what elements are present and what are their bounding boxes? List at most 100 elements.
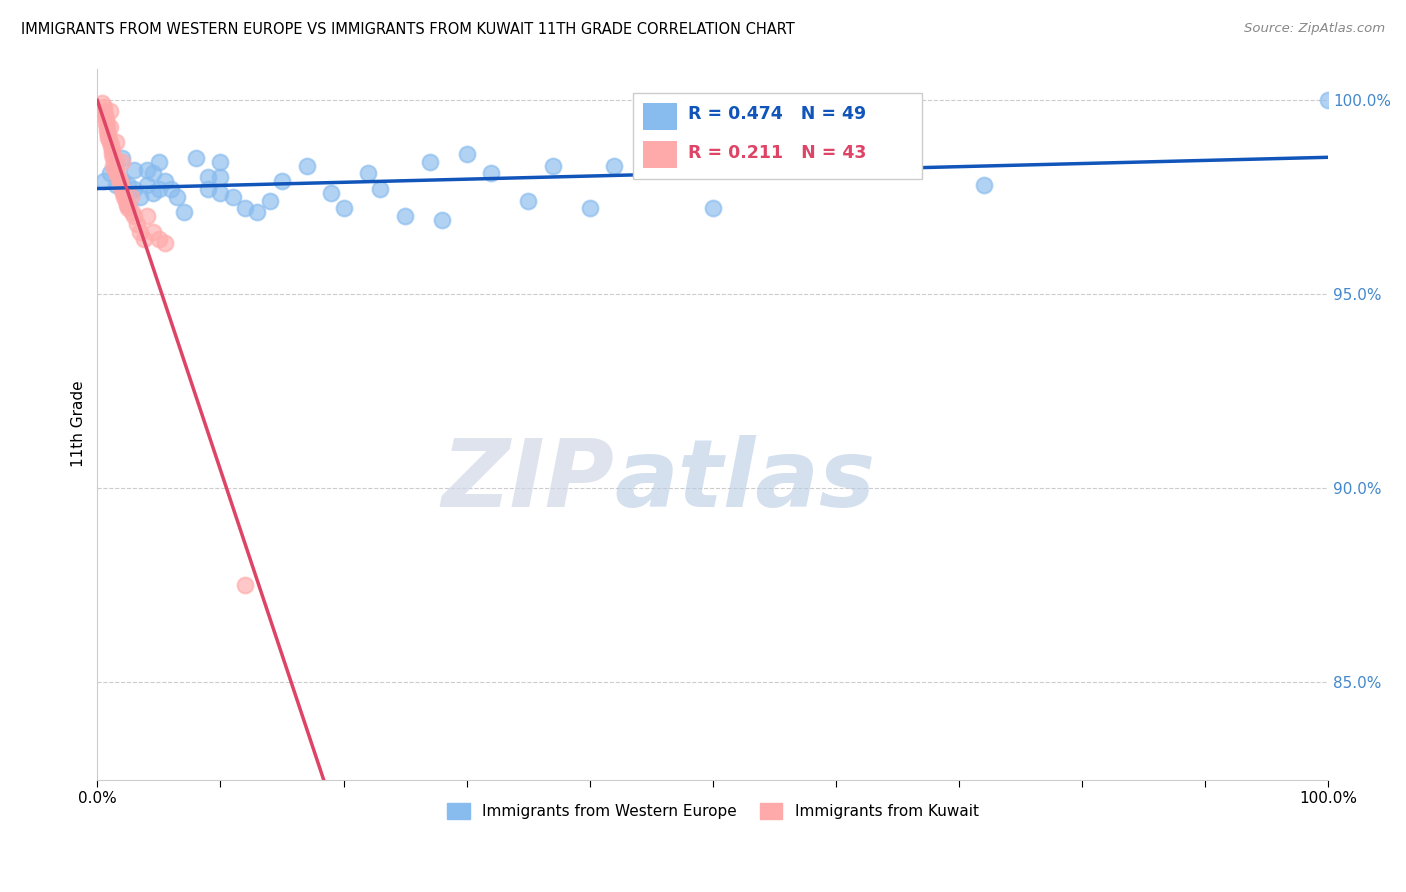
Point <box>197 170 219 185</box>
Point <box>104 154 127 169</box>
Point <box>104 136 127 150</box>
Point <box>541 159 564 173</box>
Text: IMMIGRANTS FROM WESTERN EUROPE VS IMMIGRANTS FROM KUWAIT 11TH GRADE CORRELATION : IMMIGRANTS FROM WESTERN EUROPE VS IMMIGR… <box>21 22 794 37</box>
Point <box>94 116 117 130</box>
Point <box>135 162 157 177</box>
Point <box>135 209 157 223</box>
Point <box>479 166 502 180</box>
Point <box>111 154 134 169</box>
Point <box>603 159 626 173</box>
Point <box>97 128 120 142</box>
Point <box>120 190 142 204</box>
Point <box>702 202 724 216</box>
Text: atlas: atlas <box>614 435 876 527</box>
Point <box>209 154 232 169</box>
Point <box>107 170 129 185</box>
Point <box>357 166 380 180</box>
Point <box>117 178 139 193</box>
Point <box>93 104 115 119</box>
Point <box>125 217 148 231</box>
Point <box>142 186 165 200</box>
Text: R = 0.211   N = 43: R = 0.211 N = 43 <box>688 145 866 162</box>
Point <box>153 174 176 188</box>
Point <box>370 182 392 196</box>
Text: R = 0.474   N = 49: R = 0.474 N = 49 <box>688 105 866 123</box>
Point <box>117 197 139 211</box>
Point <box>98 120 121 134</box>
Point <box>222 190 245 204</box>
Point <box>117 202 139 216</box>
Point <box>134 232 156 246</box>
Point <box>135 178 157 193</box>
Point <box>114 194 136 208</box>
Point <box>100 139 122 153</box>
Point <box>153 236 176 251</box>
Point <box>110 178 132 193</box>
Point <box>166 190 188 204</box>
Point <box>209 186 232 200</box>
Point <box>98 104 121 119</box>
Point <box>108 174 131 188</box>
Point <box>419 154 441 169</box>
Point <box>209 170 232 185</box>
Point <box>430 213 453 227</box>
Point <box>124 182 146 196</box>
Point <box>103 162 125 177</box>
Point <box>101 143 124 157</box>
Point <box>148 182 170 196</box>
Point <box>124 209 146 223</box>
Point <box>96 124 118 138</box>
Point <box>129 190 152 204</box>
Point <box>271 174 294 188</box>
Point <box>456 147 478 161</box>
Point <box>111 174 134 188</box>
Point <box>394 209 416 223</box>
Point <box>111 151 134 165</box>
Point <box>142 166 165 180</box>
Point <box>124 162 146 177</box>
Point <box>101 147 124 161</box>
Point <box>121 205 143 219</box>
Point <box>233 578 256 592</box>
Point <box>973 178 995 193</box>
Bar <box>643 103 678 130</box>
Point <box>112 190 135 204</box>
Point <box>93 100 115 114</box>
Point <box>111 182 134 196</box>
Point <box>115 197 138 211</box>
Point <box>98 136 121 150</box>
Point <box>233 202 256 216</box>
Point <box>321 186 343 200</box>
Point <box>96 120 118 134</box>
Point <box>104 178 127 193</box>
Point <box>142 225 165 239</box>
Point <box>184 151 207 165</box>
Bar <box>643 142 678 169</box>
Point <box>578 202 600 216</box>
Legend: Immigrants from Western Europe, Immigrants from Kuwait: Immigrants from Western Europe, Immigran… <box>440 797 984 825</box>
Point <box>91 96 114 111</box>
Point <box>246 205 269 219</box>
Text: Source: ZipAtlas.com: Source: ZipAtlas.com <box>1244 22 1385 36</box>
Point <box>160 182 183 196</box>
Point <box>103 151 125 165</box>
Point <box>148 232 170 246</box>
Point <box>93 174 115 188</box>
Point <box>517 194 540 208</box>
Point <box>129 225 152 239</box>
Point <box>93 108 115 122</box>
Point <box>94 112 117 126</box>
Point <box>197 182 219 196</box>
Text: ZIP: ZIP <box>441 435 614 527</box>
FancyBboxPatch shape <box>633 94 922 178</box>
Point <box>112 186 135 200</box>
Point <box>173 205 195 219</box>
Y-axis label: 11th Grade: 11th Grade <box>72 381 86 467</box>
Point <box>148 154 170 169</box>
Point <box>1317 93 1340 107</box>
Point <box>259 194 281 208</box>
Point <box>98 166 121 180</box>
Point <box>332 202 354 216</box>
Point <box>295 159 318 173</box>
Point <box>104 159 127 173</box>
